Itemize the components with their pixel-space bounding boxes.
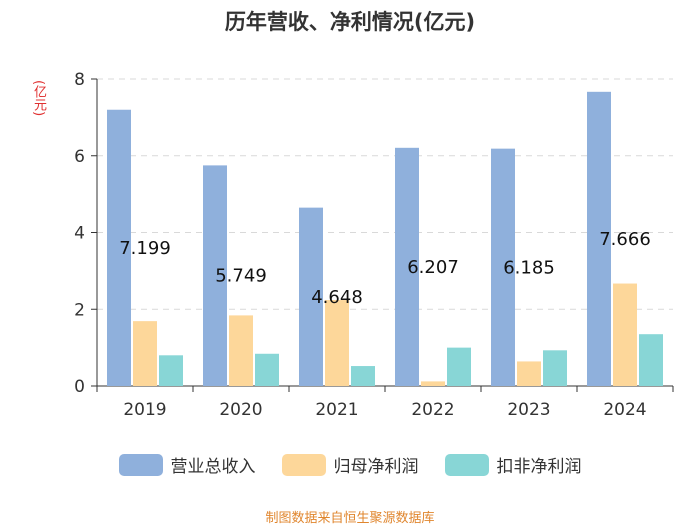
bar bbox=[421, 381, 445, 386]
x-tick-label: 2019 bbox=[123, 400, 166, 420]
legend: 营业总收入 归母净利润 扣非净利润 bbox=[0, 452, 700, 477]
bar bbox=[351, 366, 375, 386]
x-tick-label: 2022 bbox=[411, 400, 454, 420]
x-tick-label: 2021 bbox=[315, 400, 358, 420]
bar bbox=[639, 334, 663, 386]
data-label: 4.648 bbox=[311, 287, 363, 308]
y-tick-label: 8 bbox=[74, 70, 85, 90]
bar bbox=[229, 315, 253, 386]
bar bbox=[203, 165, 227, 386]
y-axis-label: (亿元) bbox=[31, 80, 46, 117]
legend-swatch bbox=[281, 453, 326, 476]
data-label: 7.666 bbox=[599, 229, 651, 250]
bar bbox=[395, 147, 419, 386]
bar bbox=[613, 283, 637, 386]
bar bbox=[255, 353, 279, 386]
legend-label: 营业总收入 bbox=[170, 457, 256, 477]
source-note: 制图数据来自恒生聚源数据库 bbox=[265, 511, 435, 526]
bar bbox=[159, 355, 183, 386]
legend-label: 扣非净利润 bbox=[496, 457, 582, 477]
bar bbox=[517, 361, 541, 386]
data-label: 6.207 bbox=[407, 257, 459, 278]
y-tick-label: 0 bbox=[74, 377, 85, 397]
data-label: 7.199 bbox=[119, 238, 171, 259]
bar bbox=[491, 148, 515, 386]
x-tick-label: 2024 bbox=[603, 400, 646, 420]
y-tick-label: 4 bbox=[74, 224, 85, 244]
bar bbox=[107, 109, 131, 386]
data-label: 5.749 bbox=[215, 266, 267, 287]
x-tick-label: 2023 bbox=[507, 400, 550, 420]
legend-item-net-profit[interactable]: 归母净利润 bbox=[281, 452, 419, 477]
legend-swatch bbox=[118, 453, 163, 476]
chart-title: 历年营收、净利情况(亿元) bbox=[224, 10, 476, 34]
y-tick-label: 2 bbox=[74, 300, 85, 320]
bar bbox=[299, 207, 323, 386]
bar bbox=[325, 300, 349, 386]
bar bbox=[587, 91, 611, 386]
y-tick-label: 6 bbox=[74, 147, 85, 167]
x-tick-label: 2020 bbox=[219, 400, 262, 420]
legend-item-revenue[interactable]: 营业总收入 bbox=[118, 452, 256, 477]
bar bbox=[447, 347, 471, 386]
legend-item-deducted-profit[interactable]: 扣非净利润 bbox=[444, 452, 582, 477]
legend-label: 归母净利润 bbox=[333, 457, 419, 477]
legend-swatch bbox=[444, 453, 489, 476]
bar bbox=[133, 321, 157, 386]
data-label: 6.185 bbox=[503, 257, 555, 278]
bar bbox=[543, 350, 567, 386]
